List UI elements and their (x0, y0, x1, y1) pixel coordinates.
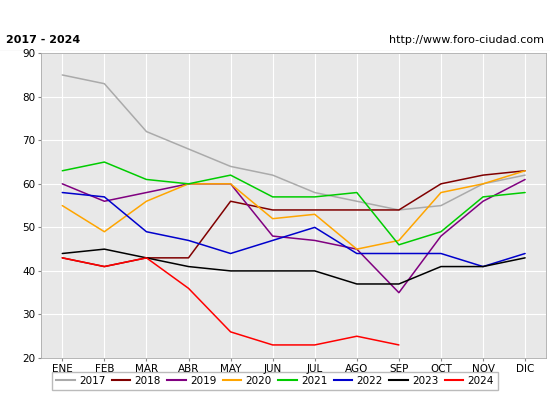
Legend: 2017, 2018, 2019, 2020, 2021, 2022, 2023, 2024: 2017, 2018, 2019, 2020, 2021, 2022, 2023… (52, 372, 498, 390)
Text: http://www.foro-ciudad.com: http://www.foro-ciudad.com (389, 35, 544, 45)
Text: 2017 - 2024: 2017 - 2024 (6, 35, 80, 45)
Text: Evolucion del paro registrado en Corullón: Evolucion del paro registrado en Corulló… (117, 7, 433, 22)
